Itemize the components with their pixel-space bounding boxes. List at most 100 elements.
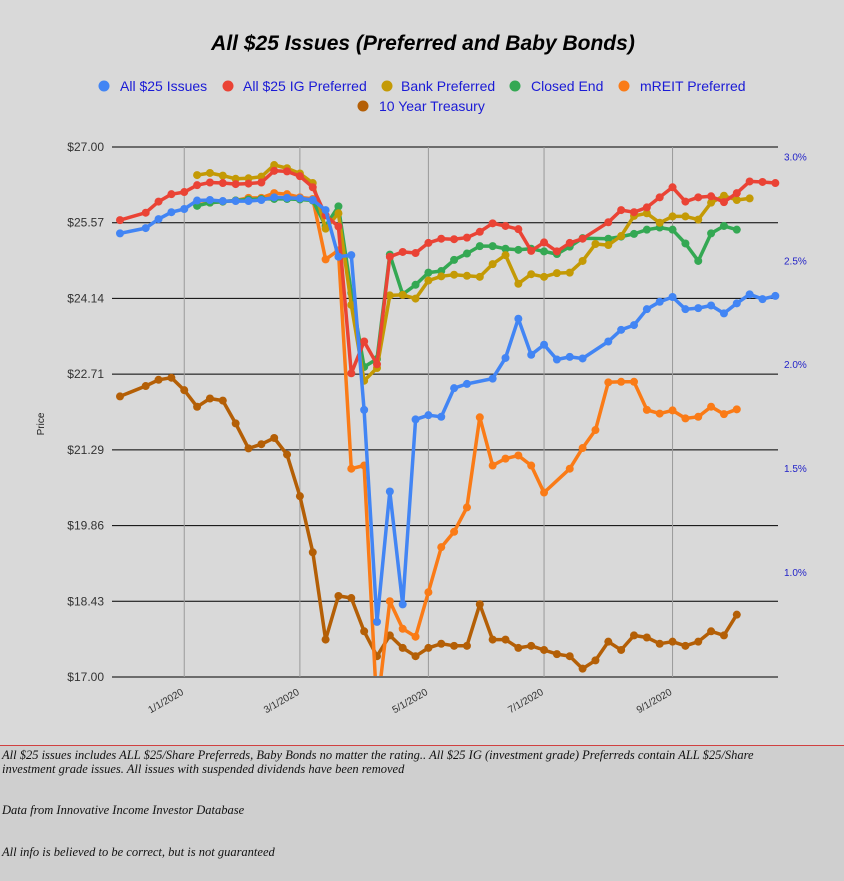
data-point — [501, 221, 510, 230]
legend-label: mREIT Preferred — [640, 78, 746, 94]
legend-marker — [381, 80, 393, 92]
plot-area — [116, 161, 780, 676]
data-point — [552, 269, 561, 278]
data-point — [668, 225, 677, 234]
series-line — [195, 191, 739, 676]
data-point — [154, 197, 163, 206]
data-point — [116, 229, 124, 238]
data-point — [373, 360, 381, 369]
data-point — [257, 178, 266, 187]
data-point — [578, 256, 587, 265]
y-axis-label: Price — [36, 412, 47, 435]
data-point — [514, 279, 523, 288]
data-point — [437, 234, 446, 243]
data-point — [154, 215, 163, 224]
data-point — [116, 216, 124, 225]
data-point — [642, 405, 651, 414]
data-point — [694, 304, 703, 313]
series-bank-preferred — [193, 161, 754, 385]
data-point — [205, 196, 214, 204]
data-point — [411, 652, 420, 661]
data-point — [655, 297, 664, 306]
data-point — [270, 166, 279, 175]
data-point — [771, 291, 780, 300]
data-point — [642, 203, 651, 212]
data-point — [719, 198, 728, 207]
data-point — [295, 172, 304, 181]
data-point — [630, 208, 638, 217]
data-point — [167, 208, 176, 217]
data-point — [707, 229, 716, 238]
data-point — [565, 652, 574, 661]
data-point — [642, 305, 651, 314]
data-point — [578, 234, 587, 243]
data-point — [180, 386, 189, 395]
data-point — [321, 206, 330, 215]
data-point — [655, 639, 664, 648]
data-point — [540, 488, 549, 497]
data-point — [270, 193, 279, 202]
data-point — [244, 444, 253, 453]
data-point — [321, 255, 330, 264]
data-point — [540, 272, 549, 281]
note-line-1: All $25 issues includes ALL $25/Share Pr… — [2, 748, 754, 762]
data-point — [231, 197, 240, 206]
data-point — [681, 414, 690, 423]
data-point — [552, 650, 561, 659]
legend-label: All $25 IG Preferred — [243, 78, 367, 94]
data-point — [604, 218, 613, 227]
data-point — [707, 301, 716, 310]
y2-tick-label: 1.0% — [784, 568, 807, 579]
legend-label: 10 Year Treasury — [379, 98, 485, 114]
data-point — [501, 251, 510, 260]
data-point — [565, 268, 574, 277]
data-point — [604, 234, 613, 243]
data-point — [462, 379, 471, 388]
data-point — [758, 177, 767, 186]
legend-label: All $25 Issues — [120, 78, 207, 94]
data-point — [552, 247, 561, 256]
series-all-25-issues — [116, 193, 780, 626]
y-tick-label: $27.00 — [67, 140, 104, 154]
legend: All $25 Issues All $25 IG Preferred Bank P… — [98, 78, 746, 114]
data-point — [488, 461, 497, 470]
line-chart: All $25 Issues (Preferred and Baby Bonds… — [36, 32, 807, 716]
data-point — [604, 241, 613, 250]
data-point — [205, 394, 214, 403]
data-point — [694, 193, 703, 202]
data-point — [347, 594, 356, 603]
data-point — [488, 219, 497, 228]
data-point — [527, 461, 536, 470]
data-point — [540, 340, 549, 349]
data-point — [218, 197, 227, 206]
data-point — [154, 375, 163, 384]
data-point — [732, 225, 741, 234]
data-point — [617, 325, 626, 334]
data-point — [193, 196, 202, 205]
x-tick-label: 5/1/2020 — [391, 687, 431, 716]
data-point — [450, 527, 459, 536]
y-tick-label: $22.71 — [67, 367, 104, 381]
data-point — [488, 635, 497, 644]
y-tick-label: $17.00 — [67, 670, 104, 684]
data-point — [745, 177, 754, 186]
data-point — [681, 197, 690, 206]
legend-marker — [357, 100, 369, 112]
data-point — [141, 224, 150, 233]
data-point — [501, 244, 510, 253]
y-tick-label: $21.29 — [67, 443, 104, 457]
data-point — [475, 242, 484, 251]
y2-tick-label: 1.5% — [784, 464, 807, 475]
data-point — [205, 168, 214, 177]
data-point — [604, 637, 613, 646]
data-point — [283, 167, 292, 176]
data-point — [771, 179, 780, 188]
data-point — [411, 415, 420, 424]
series-line — [195, 197, 739, 369]
data-point — [514, 245, 523, 254]
y2-tick-label: 2.0% — [784, 360, 807, 371]
data-point — [488, 260, 497, 269]
data-point — [257, 440, 266, 449]
data-point — [617, 377, 626, 386]
data-point — [437, 543, 446, 552]
